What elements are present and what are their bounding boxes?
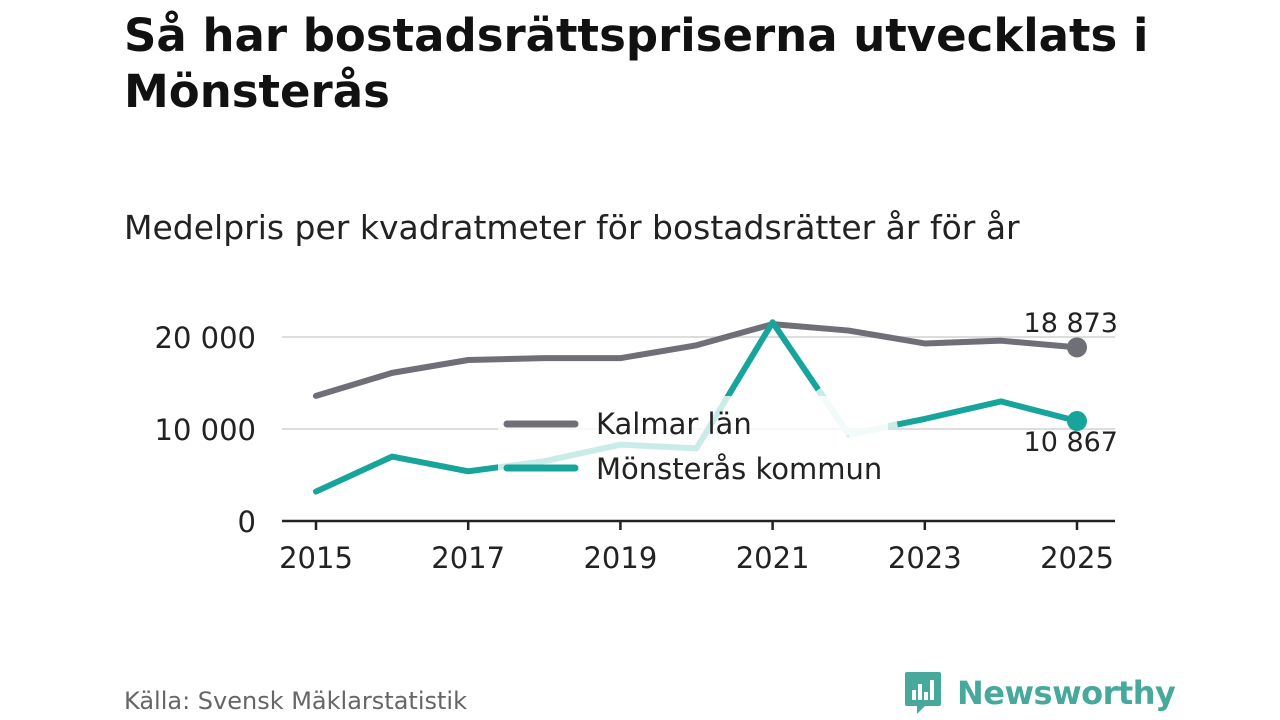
x-tick-label: 2025	[1040, 541, 1114, 575]
x-tick-label: 2021	[736, 541, 810, 575]
tick-labels: 0 10 000 20 000 2015 2017 2019 2021 2023 2025 18 …	[155, 308, 1118, 575]
legend-label-monsteras-kommun: Mönsterås kommun	[596, 452, 882, 486]
legend-label-kalmar-lan: Kalmar län	[596, 407, 752, 441]
brand-name: Newsworthy	[957, 674, 1176, 712]
x-axis	[282, 519, 1115, 530]
y-tick-label: 10 000	[155, 413, 256, 447]
x-tick-label: 2017	[431, 541, 505, 575]
source-note: Källa: Svensk Mäklarstatistik	[124, 687, 467, 715]
y-tick-label: 0	[238, 505, 256, 539]
chart-title: Så har bostadsrättspriserna utvecklats i…	[124, 9, 1149, 118]
end-point-kalmar-lan	[1067, 337, 1087, 358]
end-point-monsteras-kommun	[1067, 411, 1087, 432]
y-tick-label: 20 000	[155, 321, 256, 355]
legend-backdrop	[498, 396, 888, 494]
x-tick-label: 2023	[888, 541, 962, 575]
brand[interactable]: Newsworthy	[903, 670, 1176, 716]
x-tick-label: 2015	[279, 541, 353, 575]
series-line-kalmar-lan	[313, 321, 1080, 399]
newsworthy-logo-icon	[905, 672, 941, 714]
end-label-monsteras-kommun: 10 867	[1024, 427, 1118, 458]
chart-subtitle: Medelpris per kvadratmeter för bostadsrä…	[124, 208, 1020, 247]
legend: Kalmar län Mönsterås kommun	[498, 396, 888, 494]
x-tick-label: 2019	[583, 541, 657, 575]
end-label-kalmar-lan: 18 873	[1024, 308, 1118, 339]
